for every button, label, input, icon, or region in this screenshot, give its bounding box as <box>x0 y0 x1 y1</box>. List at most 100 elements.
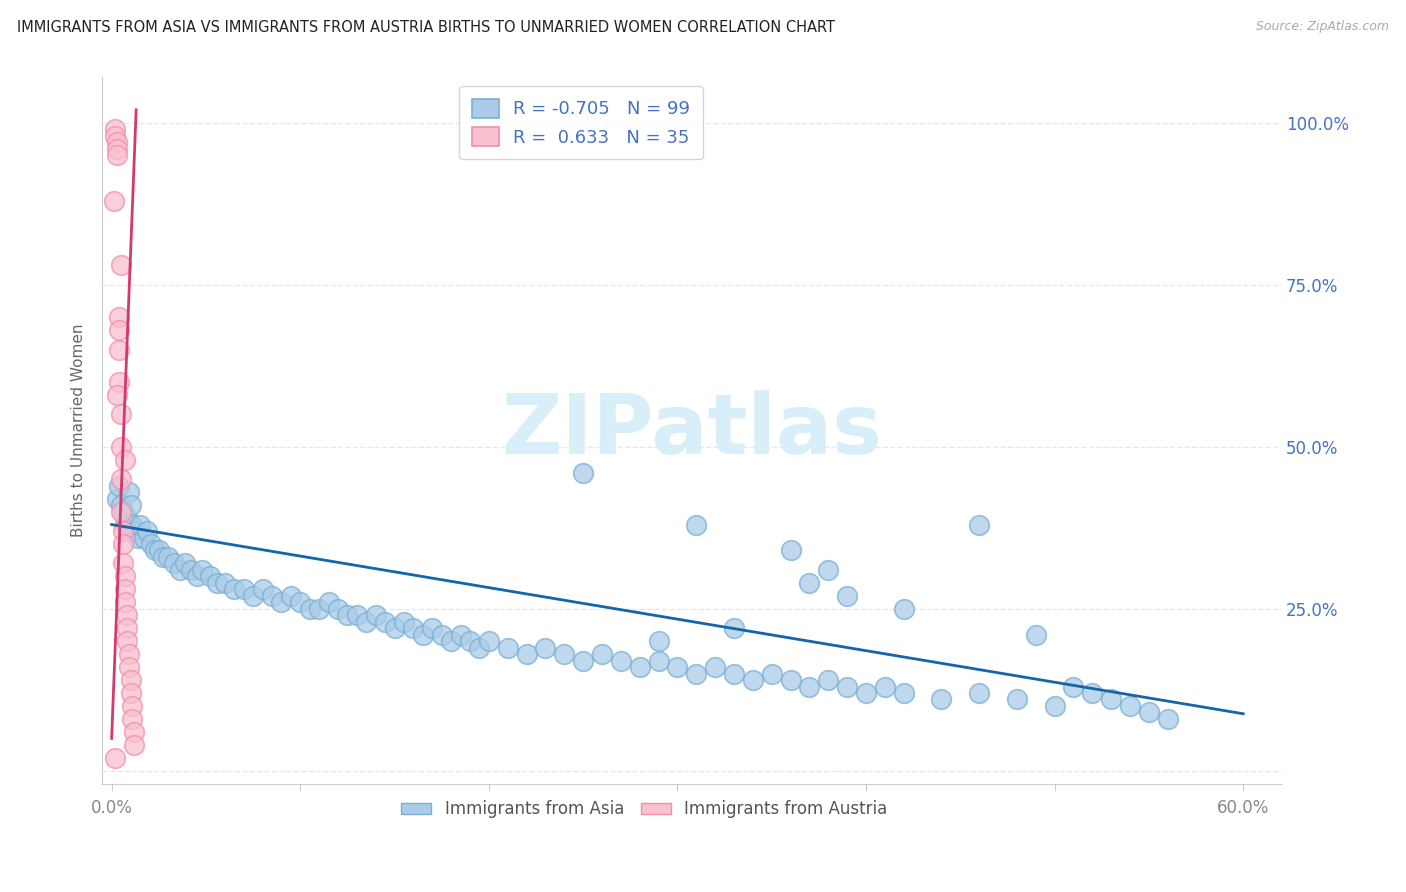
Point <box>666 660 689 674</box>
Point <box>572 466 595 480</box>
Point <box>647 634 669 648</box>
Point <box>873 680 896 694</box>
Point <box>186 569 208 583</box>
Point <box>110 472 132 486</box>
Point <box>779 543 801 558</box>
Point <box>931 692 953 706</box>
Point <box>111 537 134 551</box>
Point <box>174 557 197 571</box>
Point <box>191 563 214 577</box>
Point <box>647 654 669 668</box>
Point <box>893 686 915 700</box>
Point <box>855 686 877 700</box>
Point <box>115 608 138 623</box>
Legend: Immigrants from Asia, Immigrants from Austria: Immigrants from Asia, Immigrants from Au… <box>395 794 894 825</box>
Point <box>108 310 131 325</box>
Point <box>799 680 821 694</box>
Point <box>120 686 142 700</box>
Point <box>723 621 745 635</box>
Point <box>198 569 221 583</box>
Point <box>270 595 292 609</box>
Point <box>132 531 155 545</box>
Point <box>111 557 134 571</box>
Point <box>967 517 990 532</box>
Point <box>458 634 481 648</box>
Point <box>157 549 180 564</box>
Point <box>180 563 202 577</box>
Point <box>1005 692 1028 706</box>
Point <box>242 589 264 603</box>
Point <box>326 601 349 615</box>
Point <box>207 575 229 590</box>
Point <box>1081 686 1104 700</box>
Point <box>105 388 128 402</box>
Point <box>105 142 128 156</box>
Point <box>103 194 125 208</box>
Point <box>336 608 359 623</box>
Point <box>110 505 132 519</box>
Point <box>516 647 538 661</box>
Point <box>298 601 321 615</box>
Point <box>364 608 387 623</box>
Point <box>837 680 859 694</box>
Point <box>430 628 453 642</box>
Point <box>110 440 132 454</box>
Point <box>723 666 745 681</box>
Point <box>120 673 142 687</box>
Point <box>893 601 915 615</box>
Point <box>628 660 651 674</box>
Point <box>148 543 170 558</box>
Point <box>124 738 146 752</box>
Point <box>252 582 274 597</box>
Point <box>290 595 312 609</box>
Point <box>967 686 990 700</box>
Point <box>111 524 134 538</box>
Point <box>115 511 138 525</box>
Point <box>115 621 138 635</box>
Text: ZIPatlas: ZIPatlas <box>501 390 882 471</box>
Point <box>121 698 143 713</box>
Point <box>232 582 254 597</box>
Point <box>104 751 127 765</box>
Point <box>260 589 283 603</box>
Point <box>610 654 633 668</box>
Point <box>392 615 415 629</box>
Point <box>346 608 368 623</box>
Text: IMMIGRANTS FROM ASIA VS IMMIGRANTS FROM AUSTRIA BIRTHS TO UNMARRIED WOMEN CORREL: IMMIGRANTS FROM ASIA VS IMMIGRANTS FROM … <box>17 20 835 35</box>
Point <box>121 517 143 532</box>
Point <box>105 148 128 162</box>
Point <box>817 673 839 687</box>
Point <box>115 634 138 648</box>
Point <box>837 589 859 603</box>
Point <box>318 595 340 609</box>
Point <box>124 524 146 538</box>
Point <box>384 621 406 635</box>
Point <box>108 478 131 492</box>
Point <box>374 615 396 629</box>
Point <box>224 582 246 597</box>
Point <box>121 712 143 726</box>
Point <box>572 654 595 668</box>
Point <box>114 569 136 583</box>
Point <box>117 485 139 500</box>
Point <box>110 258 132 272</box>
Point <box>104 128 127 143</box>
Point <box>105 491 128 506</box>
Point <box>591 647 613 661</box>
Point <box>440 634 463 648</box>
Point <box>124 725 146 739</box>
Point <box>496 640 519 655</box>
Point <box>1025 628 1047 642</box>
Point <box>104 122 127 136</box>
Point <box>478 634 501 648</box>
Point <box>114 452 136 467</box>
Point <box>534 640 557 655</box>
Text: Source: ZipAtlas.com: Source: ZipAtlas.com <box>1256 20 1389 33</box>
Point <box>468 640 491 655</box>
Point <box>114 595 136 609</box>
Point <box>412 628 434 642</box>
Point <box>117 647 139 661</box>
Point <box>779 673 801 687</box>
Point <box>163 557 186 571</box>
Point <box>120 498 142 512</box>
